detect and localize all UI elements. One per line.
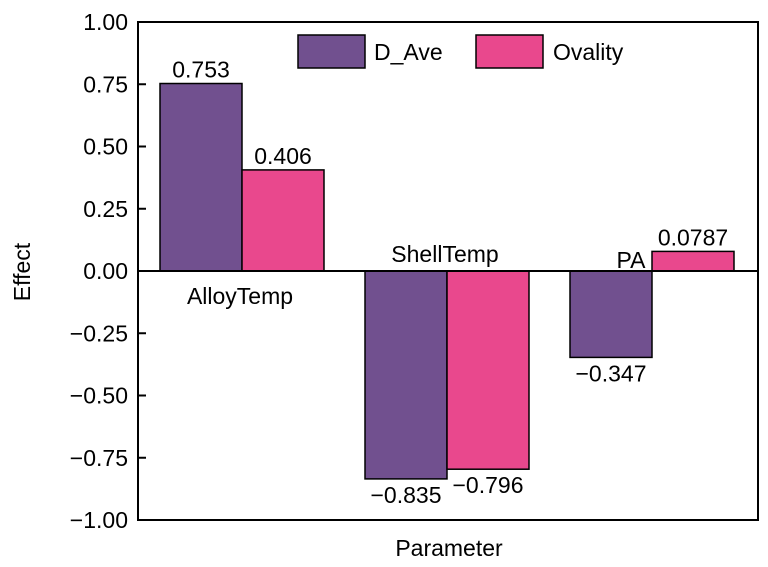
category-label-shelltemp: ShellTemp	[391, 241, 498, 267]
y-tick-label: 0.25	[83, 196, 128, 222]
data-label: −0.347	[576, 360, 647, 386]
y-tick-label: 0.00	[83, 258, 128, 284]
legend-label-d-ave: D_Ave	[374, 39, 443, 65]
legend-swatch-d-ave	[297, 34, 366, 69]
bar-shelltemp-ovality	[446, 270, 530, 470]
legend-label-ovality: Ovality	[553, 39, 624, 65]
bar-alloytemp-ovality	[241, 169, 325, 272]
y-tick-label: 1.00	[83, 9, 128, 35]
y-tick-label: −0.75	[70, 445, 128, 471]
data-label: 0.406	[254, 143, 312, 169]
y-tick-label: −1.00	[70, 507, 128, 533]
bar-pa-d-ave	[569, 270, 653, 359]
data-label: −0.796	[453, 472, 524, 498]
data-label: −0.835	[371, 482, 442, 508]
labels-layer: 0.753 0.406 −0.835 −0.796 −0.347 0.0787 AlloyT…	[172, 57, 728, 508]
data-label: 0.0787	[658, 224, 728, 250]
y-tick-label: −0.25	[70, 320, 128, 346]
legend: D_Ave Ovality	[297, 34, 624, 69]
category-label-alloytemp: AlloyTemp	[187, 283, 293, 309]
y-tick-label: −0.50	[70, 383, 128, 409]
bar-pa-ovality	[651, 250, 735, 272]
x-axis-title: Parameter	[395, 535, 503, 561]
bars-layer	[159, 82, 735, 480]
data-label: 0.753	[172, 57, 230, 83]
bar-alloytemp-d-ave	[159, 82, 243, 272]
y-axis-title: Effect	[9, 242, 35, 301]
bar-shelltemp-d-ave	[364, 270, 448, 480]
axes-layer: −1.00 −0.75 −0.50 −0.25 0.00 0.25 0.50 0.75 1.00	[70, 9, 759, 533]
y-tick-label: 0.50	[83, 134, 128, 160]
category-label-pa: PA	[617, 247, 647, 273]
legend-swatch-ovality	[475, 34, 544, 69]
y-tick-label: 0.75	[83, 71, 128, 97]
